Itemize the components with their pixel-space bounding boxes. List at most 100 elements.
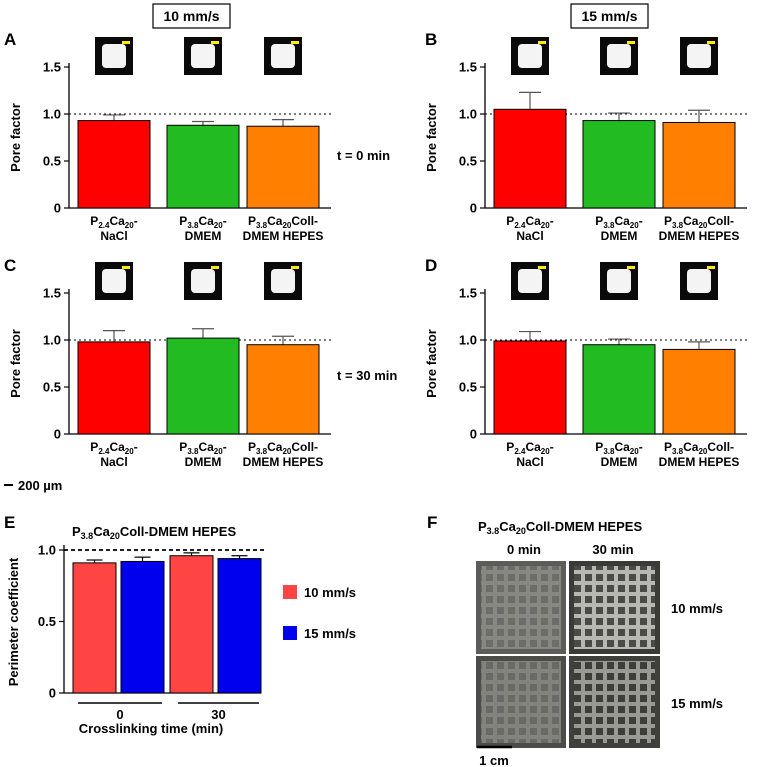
y-axis-label: Pore factor bbox=[424, 329, 439, 398]
category-label-part: 3.8 bbox=[672, 447, 684, 456]
pore-shape bbox=[607, 269, 631, 293]
category-label-part: 20 bbox=[698, 221, 707, 230]
category-label-part: 20 bbox=[630, 221, 639, 230]
category-label-line2: DMEM bbox=[185, 455, 222, 469]
y-axis-label: Pore factor bbox=[8, 329, 23, 398]
legend-swatch-15mms bbox=[283, 626, 297, 640]
category-label-line2: NaCl bbox=[516, 455, 543, 469]
category-label-part: Ca bbox=[267, 214, 283, 228]
y-tick-label: 1.5 bbox=[43, 286, 61, 301]
speed-label-b: 15 mm/s bbox=[581, 8, 637, 24]
category-label-part: - bbox=[134, 440, 138, 454]
pore-shape bbox=[102, 44, 126, 68]
panel-letter-f: F bbox=[427, 513, 437, 532]
category-label-part: Ca bbox=[267, 440, 283, 454]
bar bbox=[582, 344, 656, 435]
category-label-part: P bbox=[506, 214, 514, 228]
category-label-part: 20 bbox=[541, 221, 550, 230]
thumbnail-scale-bar bbox=[291, 41, 299, 44]
category-label-part: P bbox=[664, 440, 672, 454]
category-label-part: Ca bbox=[198, 440, 214, 454]
y-tick-label: 0.5 bbox=[43, 380, 61, 395]
panel-e-title: P3.8Ca20Coll-DMEM HEPES bbox=[72, 524, 236, 541]
bar bbox=[662, 348, 736, 435]
thumbnail-scale-bar bbox=[122, 266, 130, 269]
time-label-t30: t = 30 min bbox=[337, 368, 397, 383]
category-label-part: - bbox=[550, 214, 554, 228]
y-tick-label: 0.5 bbox=[43, 154, 61, 169]
pore-shape bbox=[271, 269, 295, 293]
category-label-part: 3.8 bbox=[603, 221, 615, 230]
pore-shape bbox=[687, 44, 711, 68]
bar bbox=[493, 340, 567, 435]
y-tick-label: 1.5 bbox=[43, 60, 61, 75]
bar bbox=[77, 120, 151, 209]
category-label-part: 20 bbox=[125, 447, 134, 456]
col-label-30min: 30 min bbox=[592, 542, 633, 557]
category-label-part: Ca bbox=[683, 214, 699, 228]
category-label-part: P bbox=[248, 440, 256, 454]
category-label-part: Coll- bbox=[291, 214, 318, 228]
panel-letter-e: E bbox=[4, 513, 15, 532]
thumbnail-scale-bar bbox=[291, 266, 299, 269]
panel-f: F P3.8Ca20Coll-DMEM HEPES 0 min 30 min 1… bbox=[427, 513, 723, 767]
bar bbox=[662, 121, 736, 209]
category-label-line2: DMEM bbox=[601, 455, 638, 469]
bar bbox=[582, 120, 656, 209]
bar bbox=[169, 555, 214, 694]
category-label-part: Ca bbox=[109, 214, 125, 228]
category-label-line2: NaCl bbox=[516, 229, 543, 243]
category-label-part: Ca bbox=[614, 214, 630, 228]
category-label-part: 2.4 bbox=[514, 221, 526, 230]
category-label-part: P bbox=[248, 214, 256, 228]
category-label-part: 20 bbox=[541, 447, 550, 456]
category-label-line2: NaCl bbox=[100, 455, 127, 469]
category-label-line2: DMEM HEPES bbox=[243, 229, 324, 243]
pore-shape bbox=[191, 44, 215, 68]
panel-letter: A bbox=[4, 30, 16, 49]
category-label-part: - bbox=[639, 440, 643, 454]
category-label-part: 3.8 bbox=[187, 447, 199, 456]
thumbnail-scale-bar bbox=[211, 266, 219, 269]
panel-e: E P3.8Ca20Coll-DMEM HEPES Perimeter coef… bbox=[4, 513, 356, 736]
category-label-part: 20 bbox=[282, 221, 291, 230]
y-tick-label: 1.0 bbox=[459, 333, 477, 348]
category-label-part: 2.4 bbox=[98, 221, 110, 230]
category-label-part: P bbox=[179, 440, 187, 454]
pore-shape bbox=[102, 269, 126, 293]
bar bbox=[166, 124, 240, 209]
thumbnail-scale-bar bbox=[707, 41, 715, 44]
category-label-part: Ca bbox=[198, 214, 214, 228]
category-label-part: Ca bbox=[525, 440, 541, 454]
category-label-line2: NaCl bbox=[100, 229, 127, 243]
category-label-line1: P3.8Ca20Coll- bbox=[248, 440, 318, 456]
category-label-line2: DMEM HEPES bbox=[243, 455, 324, 469]
pore-shape bbox=[518, 44, 542, 68]
category-label-part: 20 bbox=[125, 221, 134, 230]
category-label-line2: DMEM bbox=[601, 229, 638, 243]
category-label-part: P bbox=[595, 214, 603, 228]
y-tick-label: 0.5 bbox=[459, 380, 477, 395]
panel-e-xlabel: Crosslinking time (min) bbox=[79, 721, 223, 736]
category-label-part: P bbox=[90, 214, 98, 228]
category-label-part: P bbox=[506, 440, 514, 454]
panel-letter: D bbox=[425, 256, 437, 275]
category-label-part: 3.8 bbox=[187, 221, 199, 230]
y-tick-label: 0 bbox=[54, 427, 61, 442]
pore-shape bbox=[271, 44, 295, 68]
category-label-line1: P2.4Ca20- bbox=[90, 214, 137, 230]
category-label-part: Coll- bbox=[707, 440, 734, 454]
category-label-part: 3.8 bbox=[672, 221, 684, 230]
category-label-part: Ca bbox=[525, 214, 541, 228]
y-tick-label: 1.5 bbox=[459, 60, 477, 75]
row-label-15mms: 15 mm/s bbox=[671, 696, 723, 711]
category-label-part: 20 bbox=[698, 447, 707, 456]
category-label-part: Ca bbox=[614, 440, 630, 454]
category-label-part: Ca bbox=[683, 440, 699, 454]
y-axis-label: Pore factor bbox=[424, 103, 439, 172]
y-axis-label: Pore factor bbox=[8, 103, 23, 172]
bar bbox=[493, 108, 567, 209]
speed-box-a bbox=[152, 3, 231, 29]
